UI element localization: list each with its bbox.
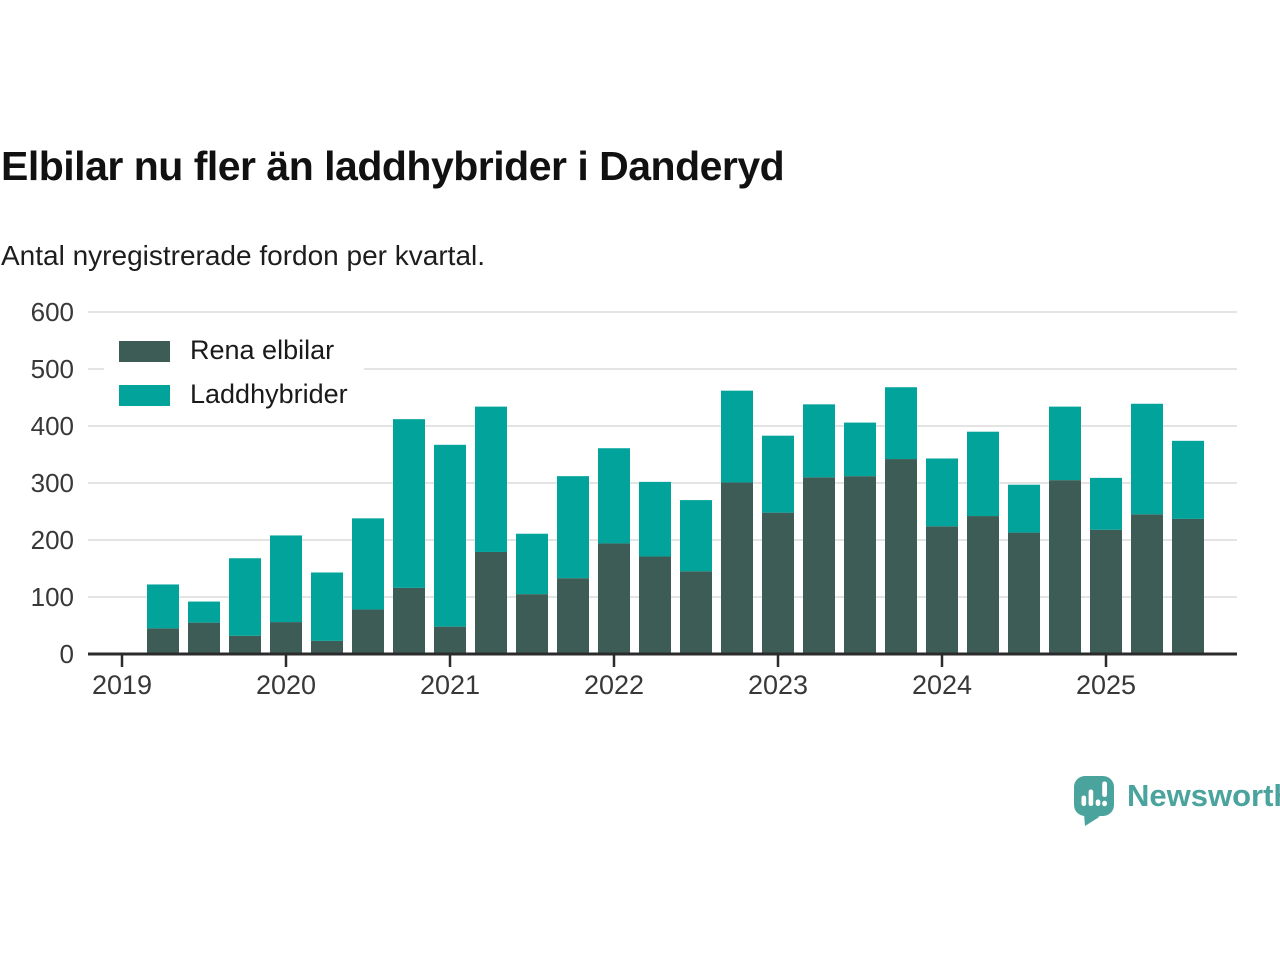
bar-2025-Q3-rena-elbilar — [1172, 518, 1204, 654]
y-tick-label-200: 200 — [31, 525, 74, 555]
bar-2019-Q2-rena-elbilar — [147, 628, 179, 654]
x-tick-label-2021: 2021 — [420, 670, 480, 700]
bar-2021-Q3-rena-elbilar — [516, 594, 548, 654]
bar-2022-Q1-rena-elbilar — [598, 543, 630, 654]
x-tick-label-2024: 2024 — [912, 670, 972, 700]
chart-legend: Rena elbilar Laddhybrider — [104, 329, 364, 420]
legend-swatch-rena-elbilar — [119, 341, 170, 362]
bar-2024-Q3-rena-elbilar — [1008, 532, 1040, 654]
y-tick-label-500: 500 — [31, 354, 74, 384]
x-tick-label-2025: 2025 — [1076, 670, 1136, 700]
bar-2020-Q4-rena-elbilar — [393, 587, 425, 654]
bar-2022-Q2-laddhybrider — [639, 481, 671, 557]
bar-2021-Q4-rena-elbilar — [557, 578, 589, 654]
chart-subtitle: Antal nyregistrerade fordon per kvartal. — [1, 240, 486, 271]
bar-2022-Q2-rena-elbilar — [639, 556, 671, 654]
bar-2022-Q3-laddhybrider — [680, 500, 712, 572]
bar-2025-Q1-laddhybrider — [1090, 477, 1122, 530]
bar-2020-Q2-rena-elbilar — [311, 640, 343, 654]
bar-2024-Q4-rena-elbilar — [1049, 480, 1081, 654]
bar-2019-Q3-laddhybrider — [188, 601, 220, 623]
bar-2020-Q2-laddhybrider — [311, 572, 343, 641]
x-tick-label-2022: 2022 — [584, 670, 644, 700]
bar-2023-Q1-rena-elbilar — [762, 512, 794, 654]
y-tick-label-600: 600 — [31, 297, 74, 327]
bar-2023-Q3-rena-elbilar — [844, 476, 876, 654]
legend-label-laddhybrider: Laddhybrider — [190, 379, 348, 409]
bar-2022-Q4-laddhybrider — [721, 390, 753, 483]
bar-2019-Q2-laddhybrider — [147, 584, 179, 629]
x-tick-label-2020: 2020 — [256, 670, 316, 700]
y-tick-label-400: 400 — [31, 411, 74, 441]
bar-2021-Q3-laddhybrider — [516, 533, 548, 595]
newsworthy-logo-text: Newsworthy — [1127, 778, 1280, 813]
bar-2020-Q1-laddhybrider — [270, 535, 302, 623]
bar-2023-Q4-laddhybrider — [885, 387, 917, 460]
bar-2021-Q4-laddhybrider — [557, 476, 589, 579]
bar-2021-Q1-laddhybrider — [434, 444, 466, 627]
bar-2019-Q3-rena-elbilar — [188, 622, 220, 654]
bar-2020-Q3-laddhybrider — [352, 518, 384, 610]
y-tick-label-0: 0 — [60, 639, 74, 669]
bar-2025-Q2-rena-elbilar — [1131, 514, 1163, 654]
bar-2021-Q2-rena-elbilar — [475, 551, 507, 654]
legend-item-laddhybrider: Laddhybrider — [119, 381, 348, 410]
bar-2024-Q1-rena-elbilar — [926, 526, 958, 654]
bar-2025-Q1-rena-elbilar — [1090, 529, 1122, 654]
bar-2020-Q4-laddhybrider — [393, 419, 425, 588]
bar-2019-Q4-laddhybrider — [229, 558, 261, 636]
newsworthy-logo: Newsworthy — [1072, 774, 1280, 826]
bar-2019-Q4-rena-elbilar — [229, 635, 261, 654]
bar-2023-Q2-rena-elbilar — [803, 477, 835, 654]
newsworthy-speech-bubble-chart-icon — [1074, 776, 1114, 826]
bar-2022-Q4-rena-elbilar — [721, 482, 753, 654]
bar-2021-Q2-laddhybrider — [475, 406, 507, 552]
bar-2025-Q2-laddhybrider — [1131, 403, 1163, 515]
bar-2025-Q3-laddhybrider — [1172, 440, 1204, 519]
bar-2024-Q2-rena-elbilar — [967, 516, 999, 654]
bar-2022-Q1-laddhybrider — [598, 448, 630, 544]
bar-2022-Q3-rena-elbilar — [680, 571, 712, 654]
bar-2023-Q1-laddhybrider — [762, 435, 794, 513]
x-tick-label-2019: 2019 — [92, 670, 152, 700]
legend-swatch-laddhybrider — [119, 385, 170, 406]
bar-2024-Q2-laddhybrider — [967, 431, 999, 517]
bar-2023-Q4-rena-elbilar — [885, 459, 917, 654]
bar-2024-Q4-laddhybrider — [1049, 406, 1081, 481]
legend-label-rena-elbilar: Rena elbilar — [190, 335, 335, 365]
y-tick-label-300: 300 — [31, 468, 74, 498]
y-tick-label-100: 100 — [31, 582, 74, 612]
bar-2023-Q2-laddhybrider — [803, 404, 835, 478]
bar-2020-Q1-rena-elbilar — [270, 622, 302, 654]
x-tick-label-2023: 2023 — [748, 670, 808, 700]
bar-2020-Q3-rena-elbilar — [352, 609, 384, 654]
chart-title: Elbilar nu fler än laddhybrider i Dander… — [1, 143, 785, 189]
bar-2023-Q3-laddhybrider — [844, 422, 876, 477]
bar-2021-Q1-rena-elbilar — [434, 626, 466, 654]
bar-2024-Q3-laddhybrider — [1008, 484, 1040, 533]
legend-item-rena-elbilar: Rena elbilar — [119, 337, 348, 366]
bar-2024-Q1-laddhybrider — [926, 458, 958, 527]
